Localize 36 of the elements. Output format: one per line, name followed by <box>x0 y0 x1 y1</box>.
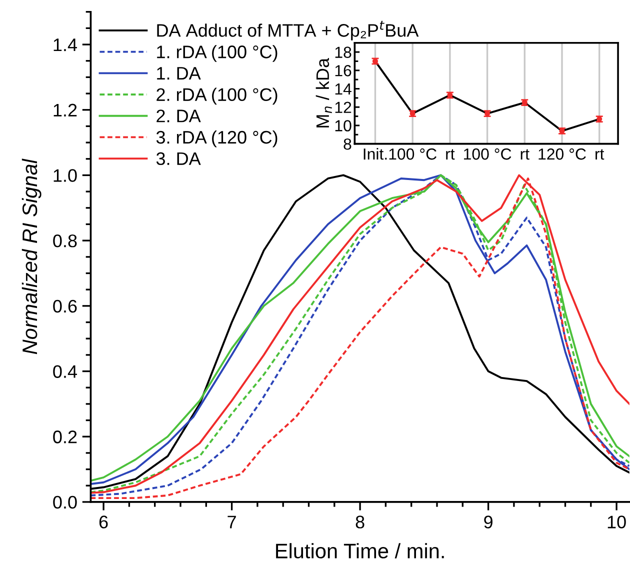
y-axis-title: Normalized RI Signal <box>22 158 42 354</box>
legend-label: 2. DA <box>156 110 201 122</box>
x-tick-label: 100 °C <box>464 148 512 160</box>
y-tick-label: 0.6 <box>53 300 77 313</box>
x-tick-label: rt <box>520 149 530 160</box>
x-tick-label: rt <box>596 149 604 160</box>
legend-label: 1. rDA (100 °C) <box>157 45 278 62</box>
legend-label: 3. rDA (120 °C) <box>156 130 278 148</box>
y-tick-label: 0.0 <box>53 496 77 509</box>
x-tick-label: 120 °C <box>538 148 586 160</box>
legend-label: 3. DA <box>156 152 201 166</box>
x-axis-title: Elution Time / min. <box>276 543 444 558</box>
x-tick-label: 9 <box>484 516 492 528</box>
legend-label: 2. rDA (100 °C) <box>156 88 278 105</box>
y-tick-label: 1.2 <box>54 104 77 116</box>
y-tick-label: 0.4 <box>53 365 77 378</box>
y-tick-label: 12 <box>335 102 352 113</box>
x-tick-label: Init. <box>364 148 387 160</box>
legend-label: DA Adduct of MTTA + Cp₂P$^{t}$BuA <box>157 20 419 40</box>
y-tick-label: 14 <box>335 84 352 95</box>
x-tick-label: 6 <box>99 516 108 528</box>
x-tick-label: 10 <box>608 516 626 528</box>
x-tick-label: 100 °C <box>389 148 436 160</box>
legend-label: 1. DA <box>157 67 201 80</box>
y-tick-label: 0.2 <box>53 430 77 444</box>
y-axis-title: M$_{n}$ / kDa <box>316 58 332 128</box>
y-tick-label: 16 <box>335 65 352 76</box>
y-tick-label: 0.8 <box>53 234 77 248</box>
y-tick-label: 1.0 <box>54 169 77 182</box>
x-tick-label: rt <box>446 149 455 160</box>
x-tick-label: 8 <box>356 516 364 528</box>
y-tick-label: 1.4 <box>54 38 77 52</box>
y-tick-label: 18 <box>335 46 352 58</box>
x-tick-label: 7 <box>228 516 236 528</box>
y-tick-label: 10 <box>335 120 352 132</box>
y-tick-label: 8 <box>344 138 352 150</box>
